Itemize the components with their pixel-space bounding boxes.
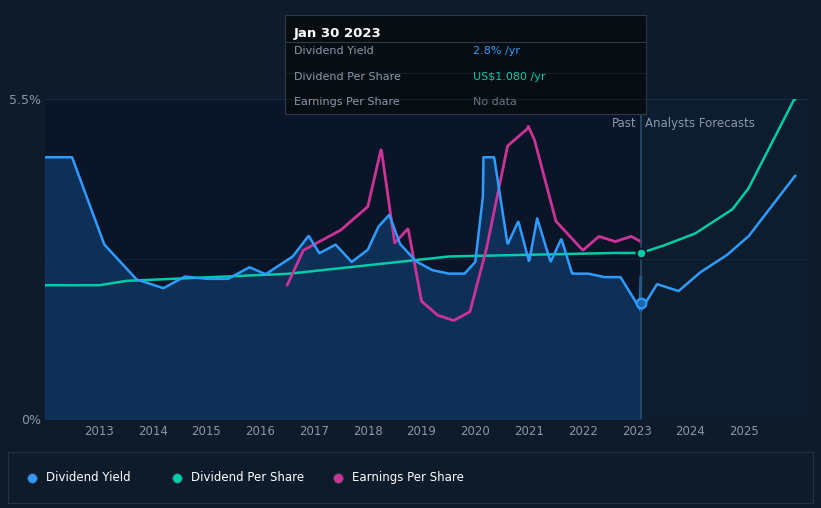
Text: Jan 30 2023: Jan 30 2023 — [294, 26, 382, 40]
Text: Earnings Per Share: Earnings Per Share — [294, 97, 400, 107]
Text: US$1.080 /yr: US$1.080 /yr — [473, 72, 545, 82]
Text: 2.8% /yr: 2.8% /yr — [473, 46, 520, 56]
Text: No data: No data — [473, 97, 516, 107]
Text: Dividend Per Share: Dividend Per Share — [294, 72, 401, 82]
Text: Dividend Yield: Dividend Yield — [294, 46, 374, 56]
Text: Analysts Forecasts: Analysts Forecasts — [645, 116, 755, 130]
Bar — [641, 99, 821, 419]
Text: Dividend Yield: Dividend Yield — [46, 471, 131, 484]
Text: Earnings Per Share: Earnings Per Share — [351, 471, 464, 484]
Text: Past: Past — [612, 116, 636, 130]
Text: Dividend Per Share: Dividend Per Share — [190, 471, 304, 484]
